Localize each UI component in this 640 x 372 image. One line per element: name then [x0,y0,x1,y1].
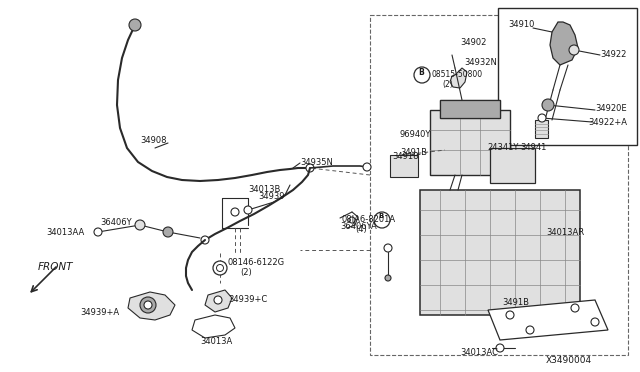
Text: 3491B: 3491B [400,148,427,157]
Ellipse shape [384,244,392,252]
Text: 34013AA: 34013AA [46,228,84,237]
Text: 08IA6-8201A: 08IA6-8201A [342,215,396,224]
Text: 96940Y: 96940Y [400,130,431,139]
Text: 34910: 34910 [508,20,534,29]
Text: (4): (4) [355,225,367,234]
Text: (2): (2) [442,80,452,89]
Ellipse shape [526,326,534,334]
Text: 34013A: 34013A [200,337,232,346]
Bar [498,8,637,145]
Text: 34920E: 34920E [595,104,627,113]
Polygon shape [450,68,467,88]
Polygon shape [488,300,608,340]
Bar [370,15,628,355]
Text: 34013B: 34013B [248,185,280,194]
Ellipse shape [201,236,209,244]
Text: 08515-50800: 08515-50800 [432,70,483,79]
Ellipse shape [214,296,222,304]
Text: 34013AC: 34013AC [460,348,498,357]
Text: 3491B: 3491B [502,298,529,307]
Ellipse shape [94,228,102,236]
Polygon shape [128,292,175,320]
Text: 34935N: 34935N [300,158,333,167]
Bar [490,148,535,183]
Text: B: B [378,213,383,219]
Text: 36406Y: 36406Y [100,218,132,227]
Bar [420,190,580,315]
Polygon shape [550,22,578,65]
Ellipse shape [496,344,504,352]
Ellipse shape [363,163,371,171]
Ellipse shape [506,311,514,319]
Ellipse shape [414,67,430,83]
Bar [430,110,510,175]
Ellipse shape [135,220,145,230]
Text: 34902: 34902 [460,38,486,47]
Ellipse shape [213,261,227,275]
Text: 34908: 34908 [140,136,166,145]
Text: 34939+C: 34939+C [228,295,268,304]
Ellipse shape [216,264,223,272]
Ellipse shape [538,114,546,122]
Ellipse shape [244,206,252,214]
Ellipse shape [349,217,355,223]
Ellipse shape [306,164,314,172]
Text: 36406YA: 36406YA [340,222,377,231]
Text: 34941: 34941 [520,143,547,152]
Ellipse shape [569,45,579,55]
Text: 24341Y: 24341Y [487,143,518,152]
Ellipse shape [140,297,156,313]
Text: (2): (2) [240,268,252,277]
Ellipse shape [144,301,152,309]
Text: 34922+A: 34922+A [588,118,627,127]
Text: 34013AR: 34013AR [546,228,584,237]
Text: X3490004: X3490004 [546,356,592,365]
Ellipse shape [591,318,599,326]
Text: 34932N: 34932N [464,58,497,67]
Bar [440,100,500,118]
Bar [440,100,500,118]
Ellipse shape [231,208,239,216]
Ellipse shape [129,19,141,31]
Text: FRONT: FRONT [38,262,74,272]
Polygon shape [205,290,232,312]
Ellipse shape [542,99,554,111]
Text: B: B [418,68,424,77]
Text: 34922: 34922 [600,50,627,59]
Ellipse shape [571,304,579,312]
Ellipse shape [163,227,173,237]
Ellipse shape [385,275,391,281]
Polygon shape [192,315,235,338]
Text: 34918: 34918 [392,152,419,161]
Text: 08146-6122G: 08146-6122G [228,258,285,267]
Bar [390,155,418,177]
Text: 34939: 34939 [258,192,285,201]
Ellipse shape [374,212,390,228]
Polygon shape [535,120,548,138]
Text: 34939+A: 34939+A [80,308,119,317]
